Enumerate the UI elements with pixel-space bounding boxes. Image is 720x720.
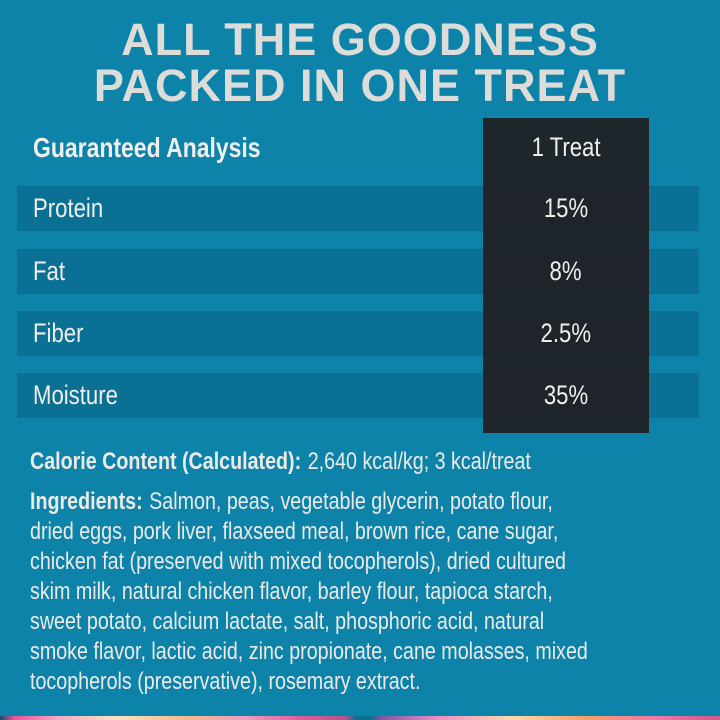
- ingredient-line-text: Salmon, peas, vegetable glycerin, potato…: [149, 488, 553, 515]
- ingredient-line: dried eggs, pork liver, flaxseed meal, b…: [30, 517, 710, 547]
- ingredient-line-text: dried eggs, pork liver, flaxseed meal, b…: [30, 518, 559, 545]
- nutrient-label-fat: Fat: [33, 256, 65, 286]
- ingredient-line-text: sweet potato, calcium lactate, salt, pho…: [30, 608, 545, 635]
- nutrient-label-fiber: Fiber: [33, 318, 84, 348]
- ingredient-line: Ingredients: Salmon, peas, vegetable glyc…: [30, 487, 710, 517]
- column-header-cell: 1 Treat: [483, 118, 649, 177]
- nutrient-value-fiber: 2.5%: [483, 311, 649, 356]
- ingredients-paragraph: Ingredients: Salmon, peas, vegetable glyc…: [30, 487, 710, 697]
- nutrient-value-fat: 8%: [483, 249, 649, 294]
- nutrient-label-moisture: Moisture: [33, 380, 118, 410]
- headline-line-2: PACKED IN ONE TREAT: [93, 60, 627, 111]
- ingredient-line-text: smoke flavor, lactic acid, zinc propiona…: [30, 638, 588, 665]
- ingredient-line: smoke flavor, lactic acid, zinc propiona…: [30, 637, 710, 667]
- table-header-row: Guaranteed Analysis: [17, 118, 699, 177]
- calorie-content-line: Calorie Content (Calculated): 2,640 kcal/…: [30, 447, 641, 477]
- ingredients-label: Ingredients:: [30, 488, 143, 515]
- bottom-edge-strip: [0, 716, 720, 720]
- ingredient-line: tocopherols (preservative), rosemary ext…: [30, 667, 710, 697]
- headline: ALL THE GOODNESS PACKED IN ONE TREAT: [0, 17, 720, 109]
- ingredient-line-text: chicken fat (preserved with mixed tocoph…: [30, 548, 566, 575]
- ingredient-line-text: skim milk, natural chicken flavor, barle…: [30, 578, 553, 605]
- headline-line-1: ALL THE GOODNESS: [121, 14, 599, 65]
- nutrient-value-moisture: 35%: [483, 373, 649, 418]
- calorie-content-label: Calorie Content (Calculated):: [30, 448, 302, 475]
- nutrient-value-protein: 15%: [483, 186, 649, 231]
- calorie-content-value: 2,640 kcal/kg; 3 kcal/treat: [307, 448, 531, 475]
- ingredient-line: sweet potato, calcium lactate, salt, pho…: [30, 607, 710, 637]
- table-header-label: Guaranteed Analysis: [33, 132, 261, 163]
- ingredient-line-text: tocopherols (preservative), rosemary ext…: [30, 668, 421, 695]
- protein-percent: 15%: [543, 193, 589, 223]
- ingredient-line: chicken fat (preserved with mixed tocoph…: [30, 547, 710, 577]
- ingredient-line: skim milk, natural chicken flavor, barle…: [30, 577, 710, 607]
- fat-percent: 8%: [549, 256, 583, 286]
- fiber-percent: 2.5%: [540, 318, 592, 348]
- value-column-background: [483, 118, 649, 433]
- column-header-text: 1 Treat: [531, 132, 601, 162]
- moisture-percent: 35%: [543, 380, 589, 410]
- nutrient-label-protein: Protein: [33, 193, 104, 223]
